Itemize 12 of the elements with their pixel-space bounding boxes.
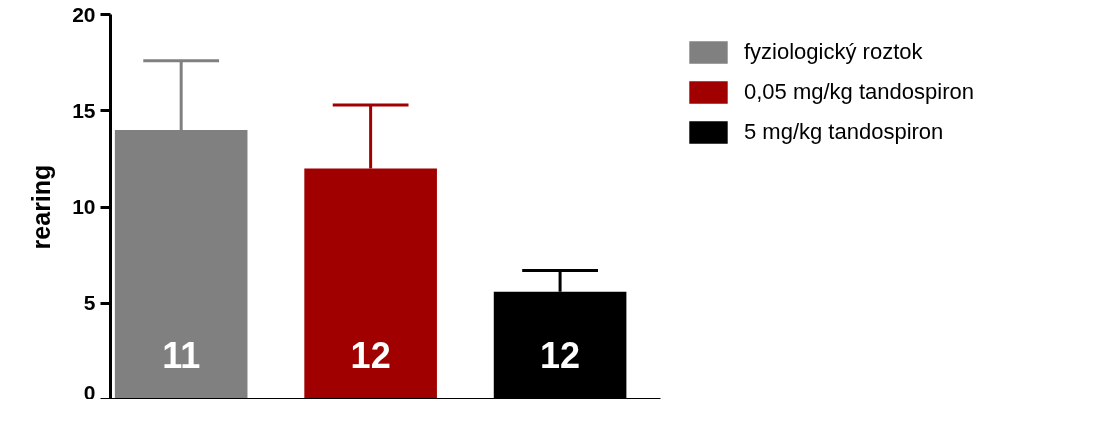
annotation: 12 bbox=[350, 335, 391, 377]
y-tick-label: 10 bbox=[72, 195, 96, 218]
y-tick-label: 5 bbox=[83, 291, 96, 315]
y-tick-label: 20 bbox=[72, 2, 96, 26]
legend-label: 5 mg/kg tandospiron bbox=[744, 119, 944, 145]
y-axis-title: rearing bbox=[27, 164, 56, 250]
y-tick-label: 15 bbox=[72, 98, 96, 122]
legend-label: 0,05 mg/kg tandospiron bbox=[744, 79, 974, 105]
y-tick-label: 0 bbox=[83, 380, 96, 404]
annotation: 11 bbox=[162, 335, 201, 377]
annotation: 12 bbox=[540, 335, 581, 377]
legend-label: fyziologický roztok bbox=[744, 39, 923, 65]
